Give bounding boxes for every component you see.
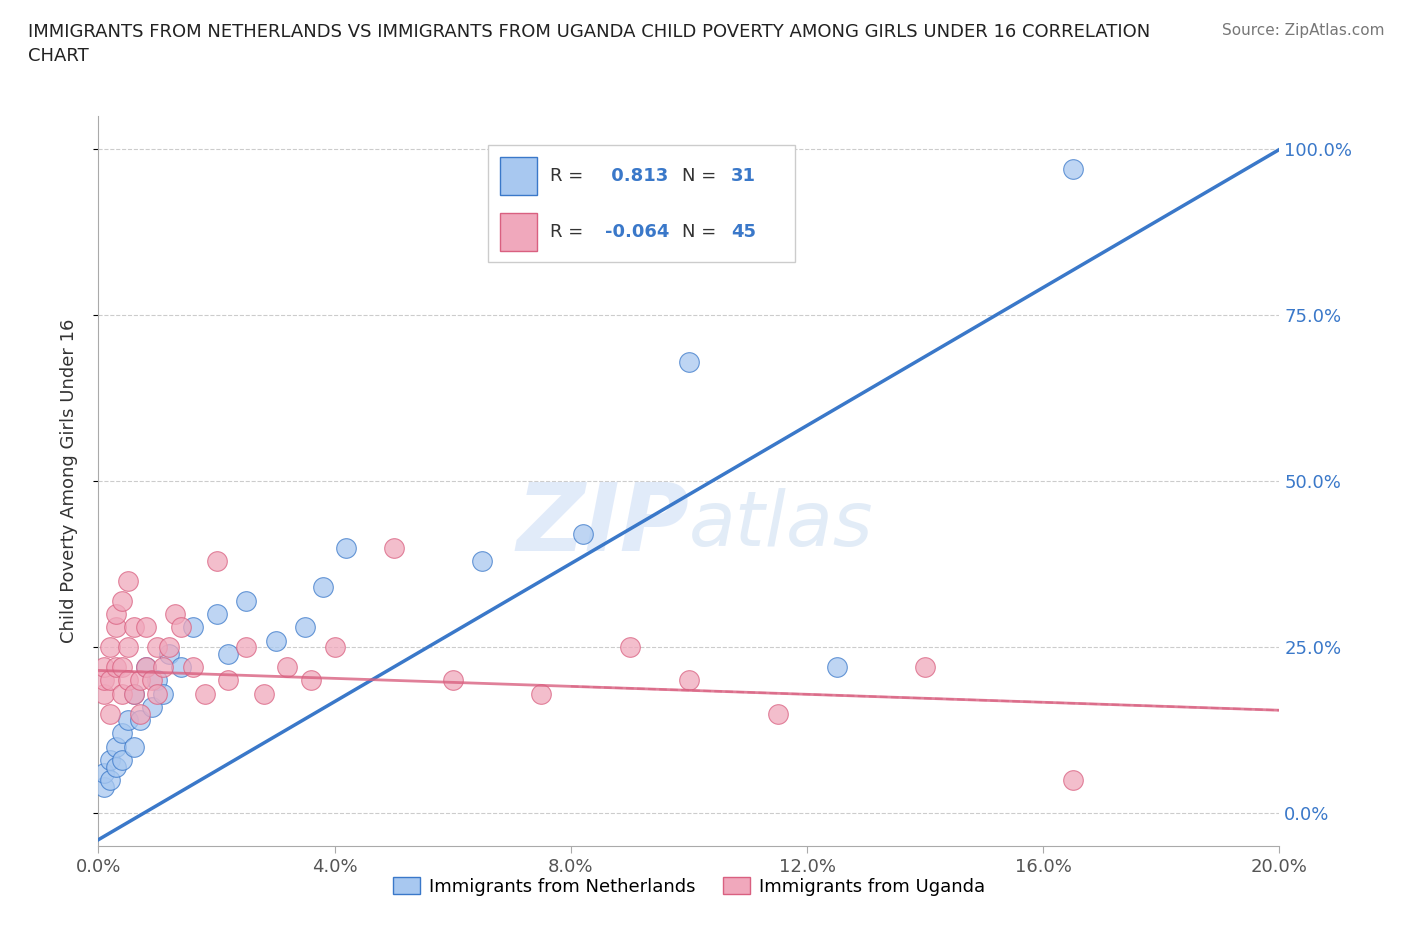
Point [111,752,134,767]
Point [105,606,128,621]
Point [170,620,193,635]
Point [678,354,700,369]
Point [135,659,157,674]
Point [93,673,115,688]
Point [152,659,174,674]
Text: Source: ZipAtlas.com: Source: ZipAtlas.com [1222,23,1385,38]
Point [128,706,150,721]
Point [335,540,357,555]
Point [105,739,128,754]
Point [146,640,169,655]
Point [471,553,494,568]
Point [105,759,128,774]
Point [205,606,228,621]
Point [194,686,217,701]
Point [141,699,163,714]
Point [235,640,257,655]
Point [98,673,121,688]
Point [128,712,150,727]
Point [235,593,257,608]
Point [98,640,121,655]
Point [312,580,335,595]
Point [825,659,848,674]
Point [264,633,287,648]
Point [93,659,115,674]
Point [1062,773,1084,788]
Point [111,726,134,741]
Point [135,620,157,635]
Point [117,640,139,655]
Point [122,739,145,754]
Text: ZIP: ZIP [516,479,689,571]
Point [217,646,239,661]
Y-axis label: Child Poverty Among Girls Under 16: Child Poverty Among Girls Under 16 [59,319,77,644]
Point [530,686,553,701]
Point [571,527,593,542]
Point [93,766,115,781]
Point [253,686,276,701]
Point [276,659,298,674]
Point [165,606,187,621]
Point [170,659,193,674]
Point [105,659,128,674]
Point [117,712,139,727]
Point [294,620,316,635]
Point [135,659,157,674]
Text: IMMIGRANTS FROM NETHERLANDS VS IMMIGRANTS FROM UGANDA CHILD POVERTY AMONG GIRLS : IMMIGRANTS FROM NETHERLANDS VS IMMIGRANT… [28,23,1150,65]
Text: atlas: atlas [689,488,873,562]
Legend: Immigrants from Netherlands, Immigrants from Uganda: Immigrants from Netherlands, Immigrants … [385,870,993,903]
Point [217,673,239,688]
Point [105,620,128,635]
Point [678,673,700,688]
Point [98,773,121,788]
Point [122,686,145,701]
Point [914,659,936,674]
Point [141,673,163,688]
Point [98,752,121,767]
Point [122,686,145,701]
Point [157,646,180,661]
Point [181,620,204,635]
Point [323,640,346,655]
Point [181,659,204,674]
Point [299,673,322,688]
Point [117,673,139,688]
Point [128,673,150,688]
Point [117,574,139,589]
Point [111,686,134,701]
Point [382,540,405,555]
Point [146,673,169,688]
Point [619,640,641,655]
Point [1062,162,1084,177]
Point [157,640,180,655]
Point [122,620,145,635]
Point [441,673,464,688]
Point [93,686,115,701]
Point [205,553,228,568]
Point [766,706,789,721]
Point [98,706,121,721]
Point [93,779,115,794]
Point [111,593,134,608]
Point [146,686,169,701]
Point [111,659,134,674]
Point [152,686,174,701]
